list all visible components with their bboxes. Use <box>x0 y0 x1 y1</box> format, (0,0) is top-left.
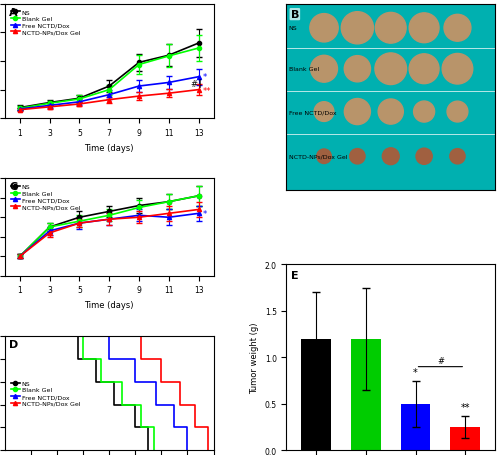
Text: NCTD-NPs/Dox Gel: NCTD-NPs/Dox Gel <box>288 154 347 159</box>
Text: *: * <box>203 209 207 218</box>
Legend: NS, Blank Gel, Free NCTD/Dox, NCTD-NPs/Dox Gel: NS, Blank Gel, Free NCTD/Dox, NCTD-NPs/D… <box>8 182 83 212</box>
Text: Blank Gel: Blank Gel <box>288 67 318 72</box>
Ellipse shape <box>414 102 434 123</box>
Ellipse shape <box>344 56 370 83</box>
Ellipse shape <box>378 100 404 125</box>
Ellipse shape <box>376 13 406 44</box>
Ellipse shape <box>409 55 439 85</box>
Ellipse shape <box>450 149 465 165</box>
Text: **: ** <box>203 86 211 96</box>
Bar <box>450 427 480 450</box>
Bar <box>302 339 331 450</box>
Legend: NS, Blank Gel, Free NCTD/Dox, NCTD-NPs/Dox Gel: NS, Blank Gel, Free NCTD/Dox, NCTD-NPs/D… <box>8 8 83 38</box>
Text: *: * <box>203 73 207 82</box>
Ellipse shape <box>409 14 439 44</box>
Text: A: A <box>9 8 18 18</box>
Ellipse shape <box>447 102 468 123</box>
Ellipse shape <box>310 15 338 43</box>
X-axis label: Time (days): Time (days) <box>84 300 134 309</box>
Text: E: E <box>290 270 298 280</box>
Bar <box>351 339 381 450</box>
Text: C: C <box>9 182 18 192</box>
Text: *: * <box>413 367 418 377</box>
Ellipse shape <box>314 102 334 122</box>
Legend: NS, Blank Gel, Free NCTD/Dox, NCTD-NPs/Dox Gel: NS, Blank Gel, Free NCTD/Dox, NCTD-NPs/D… <box>8 378 83 408</box>
Text: NS: NS <box>288 26 297 31</box>
Ellipse shape <box>310 56 338 83</box>
Text: #: # <box>190 80 197 89</box>
Bar <box>400 404 430 450</box>
X-axis label: Time (days): Time (days) <box>84 143 134 152</box>
Ellipse shape <box>416 149 432 165</box>
Ellipse shape <box>375 54 406 86</box>
Text: **: ** <box>460 403 470 413</box>
Ellipse shape <box>382 148 399 165</box>
Y-axis label: Tumor weight (g): Tumor weight (g) <box>250 322 259 393</box>
Ellipse shape <box>316 150 332 164</box>
Ellipse shape <box>442 54 473 85</box>
Ellipse shape <box>344 99 370 125</box>
Text: B: B <box>290 10 299 20</box>
Ellipse shape <box>444 15 471 42</box>
Ellipse shape <box>342 13 374 45</box>
Ellipse shape <box>350 149 365 165</box>
Text: Free NCTD/Dox: Free NCTD/Dox <box>288 110 336 115</box>
Text: #: # <box>437 356 444 365</box>
Text: D: D <box>9 339 18 349</box>
